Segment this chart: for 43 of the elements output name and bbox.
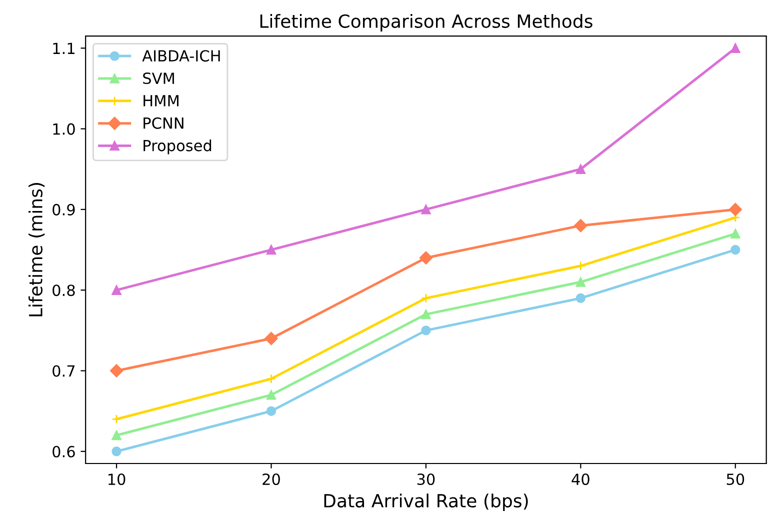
point (266, 406, 276, 416)
point (419, 251, 433, 264)
point (112, 430, 122, 440)
point (576, 277, 586, 287)
point (421, 204, 431, 214)
y-tick-label: 1.0 (53, 123, 75, 135)
legend-label: SVM (143, 72, 174, 84)
x-tick-label: 30 (417, 473, 435, 486)
point (421, 326, 431, 336)
legend-label: Proposed (144, 140, 212, 154)
point (112, 285, 122, 295)
point (266, 244, 276, 255)
point (730, 244, 740, 255)
point (421, 309, 431, 320)
x-axis-title: Data Arrival Rate (bps) (324, 494, 528, 512)
legend-label: HMM (144, 95, 178, 106)
point (576, 164, 586, 174)
point (576, 293, 586, 304)
point (112, 414, 122, 424)
point (730, 43, 740, 54)
legend-label: PCNN (144, 117, 184, 129)
x-tick-label: 10 (108, 473, 126, 486)
point (110, 364, 124, 378)
y-axis-title: Lifetime (mins) (28, 183, 45, 316)
point (730, 228, 740, 239)
y-tick-label: 0.6 (52, 446, 75, 458)
point (266, 374, 276, 384)
x-tick-label: 50 (726, 473, 744, 486)
point (574, 218, 588, 232)
x-tick-label: 20 (262, 473, 280, 486)
x-tick-label: 40 (572, 473, 590, 486)
chart-title: Lifetime Comparison Across Methods (260, 14, 592, 32)
point (266, 390, 276, 400)
point (112, 446, 122, 456)
y-tick-label: 1.1 (53, 42, 74, 54)
y-tick-label: 0.9 (52, 204, 75, 216)
y-tick-label: 0.7 (52, 365, 75, 377)
point (421, 293, 431, 304)
legend-label: AIBDA-ICH (142, 50, 220, 62)
point (576, 261, 586, 271)
point (728, 202, 742, 216)
y-tick-label: 0.8 (52, 284, 75, 296)
point (264, 332, 278, 346)
